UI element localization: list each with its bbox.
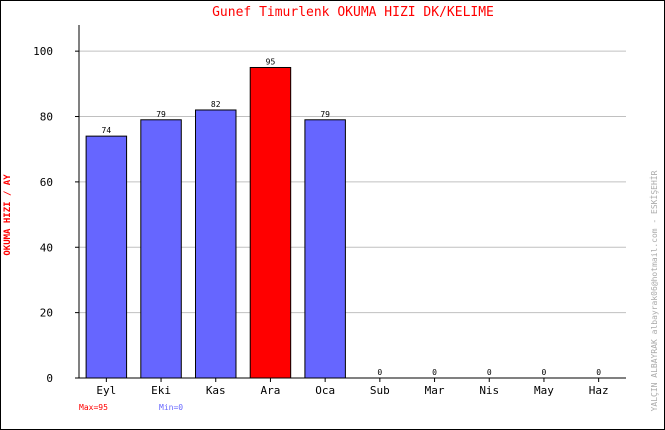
bar-oca	[304, 119, 346, 379]
x-tick-label: Mar	[425, 384, 445, 397]
x-tick-label: Ara	[261, 384, 281, 397]
data-label: 74	[102, 126, 112, 135]
data-label: 95	[266, 57, 276, 66]
max-label: Max=95	[79, 403, 108, 412]
data-label: 79	[320, 110, 330, 119]
credit-text: YALÇIN ALBAYRAK albayrak06@hotmail.com -…	[649, 170, 659, 411]
bar-ara	[249, 66, 292, 379]
bar-eyl	[85, 135, 128, 379]
y-tick-label: 20	[40, 307, 53, 320]
data-label: 0	[432, 368, 437, 377]
x-tick-label: Nis	[479, 384, 499, 397]
y-tick-label: 80	[40, 111, 53, 124]
bar-eki	[140, 119, 182, 379]
y-tick-label: 100	[33, 45, 53, 58]
x-tick-label: Kas	[206, 384, 226, 397]
y-tick-label: 60	[40, 176, 53, 189]
bar-kas	[195, 109, 237, 379]
x-tick-label: Eyl	[96, 384, 116, 397]
data-label: 79	[156, 110, 166, 119]
data-label: 0	[542, 368, 547, 377]
x-tick-label: May	[534, 384, 554, 397]
bars	[85, 66, 346, 379]
data-label: 0	[377, 368, 382, 377]
data-label: 0	[487, 368, 492, 377]
chart-title: Gunef Timurlenk OKUMA HIZI DK/KELIME	[212, 5, 494, 20]
y-tick-label: 40	[40, 241, 53, 254]
data-label: 82	[211, 100, 221, 109]
axes: 0 20 40 60 80 100 74 Eyl 79 Eki 82 Kas 95 Ara 79 Oca 0 Su…	[33, 25, 626, 397]
data-label: 0	[596, 368, 601, 377]
x-tick-label: Haz	[589, 384, 609, 397]
x-tick-label: Sub	[370, 384, 390, 397]
y-axis-label: OKUMA HIZI / AY	[3, 174, 13, 256]
x-tick-label: Eki	[151, 384, 171, 397]
x-tick-label: Oca	[315, 384, 335, 397]
min-label: Min=0	[159, 403, 183, 412]
y-tick-label: 0	[46, 372, 53, 385]
